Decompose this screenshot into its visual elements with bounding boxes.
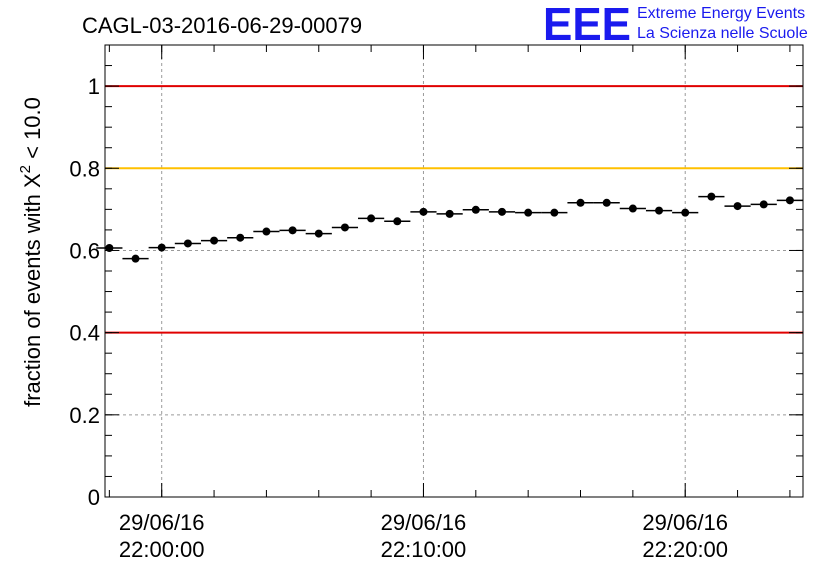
data-marker xyxy=(471,205,480,214)
x-tick-label-time: 22:10:00 xyxy=(381,537,467,562)
data-marker xyxy=(183,239,192,248)
data-point xyxy=(672,208,699,217)
data-point xyxy=(174,239,201,248)
data-marker xyxy=(157,243,166,252)
x-tick-label-date: 29/06/16 xyxy=(642,510,728,535)
data-marker xyxy=(576,198,585,207)
data-marker xyxy=(759,200,768,209)
data-point xyxy=(776,196,803,205)
data-point xyxy=(200,236,228,245)
reference-lines xyxy=(105,85,803,334)
y-tick-label: 0.4 xyxy=(69,321,100,346)
data-point xyxy=(410,207,437,216)
data-marker xyxy=(419,207,428,216)
data-point xyxy=(567,198,594,207)
y-tick-label: 1 xyxy=(88,74,100,99)
eee-logo: EEE Extreme Energy Events La Scienza nel… xyxy=(543,0,808,50)
data-point xyxy=(436,209,463,218)
y-tick-label: 0.6 xyxy=(69,238,100,263)
data-point xyxy=(593,198,620,207)
y-axis-label-main: fraction of events with X xyxy=(20,173,45,407)
data-marker xyxy=(314,229,323,238)
y-axis-label-sup: 2 xyxy=(17,165,34,173)
x-tick-label-time: 22:20:00 xyxy=(642,537,728,562)
y-tick-label: 0.8 xyxy=(69,156,100,181)
data-marker xyxy=(445,209,454,218)
data-marker xyxy=(497,207,506,216)
y-axis-label-tail: < 10.0 xyxy=(20,97,45,165)
data-marker xyxy=(340,223,349,232)
data-marker xyxy=(367,214,376,223)
plot-frame xyxy=(104,44,804,498)
y-tick-label: 0.2 xyxy=(69,403,100,428)
data-point xyxy=(724,202,751,211)
data-point xyxy=(462,205,489,214)
axes xyxy=(104,44,804,498)
data-marker xyxy=(131,254,140,263)
data-point xyxy=(227,233,254,242)
data-marker xyxy=(628,204,637,213)
data-point xyxy=(148,243,175,252)
data-marker xyxy=(681,208,690,217)
data-point xyxy=(619,204,646,213)
data-marker xyxy=(210,236,219,245)
data-point xyxy=(488,207,516,216)
data-marker xyxy=(288,226,297,235)
y-axis-label: fraction of events with X2 < 10.0 xyxy=(17,97,45,407)
data-point xyxy=(279,226,306,235)
data-marker xyxy=(393,217,402,226)
svg-text:fraction of events with X2 < 1: fraction of events with X2 < 10.0 xyxy=(17,97,45,407)
x-tick-labels: 29/06/1622:00:0029/06/1622:10:0029/06/16… xyxy=(119,510,728,562)
eee-logo-line2: La Scienza nelle Scuole xyxy=(637,25,808,42)
data-point xyxy=(358,214,385,223)
data-marker xyxy=(262,227,271,236)
data-point xyxy=(305,229,332,238)
data-marker xyxy=(655,206,664,215)
x-tick-label-date: 29/06/16 xyxy=(119,510,205,535)
data-point xyxy=(384,217,411,226)
chart-title: CAGL-03-2016-06-29-00079 xyxy=(82,13,362,38)
data-points xyxy=(96,192,803,263)
y-tick-label: 0 xyxy=(88,485,100,510)
eee-logo-mark: EEE xyxy=(543,0,631,50)
x-tick-label-time: 22:00:00 xyxy=(119,537,205,562)
data-marker xyxy=(236,233,245,242)
data-point xyxy=(698,192,725,201)
data-marker xyxy=(550,208,559,217)
data-marker xyxy=(524,208,533,217)
data-point xyxy=(331,223,359,232)
data-point xyxy=(750,200,777,209)
x-tick-label-date: 29/06/16 xyxy=(381,510,467,535)
data-point xyxy=(541,208,568,217)
data-marker xyxy=(785,196,794,205)
y-tick-labels: 0 0.2 0.4 0.6 0.8 1 xyxy=(69,74,100,510)
data-marker xyxy=(602,198,611,207)
data-point xyxy=(515,208,542,217)
eee-logo-line1: Extreme Energy Events xyxy=(637,5,805,22)
data-point xyxy=(122,254,149,263)
data-marker xyxy=(707,192,716,201)
data-point xyxy=(253,227,280,236)
data-point xyxy=(645,206,673,215)
data-marker xyxy=(733,202,742,211)
